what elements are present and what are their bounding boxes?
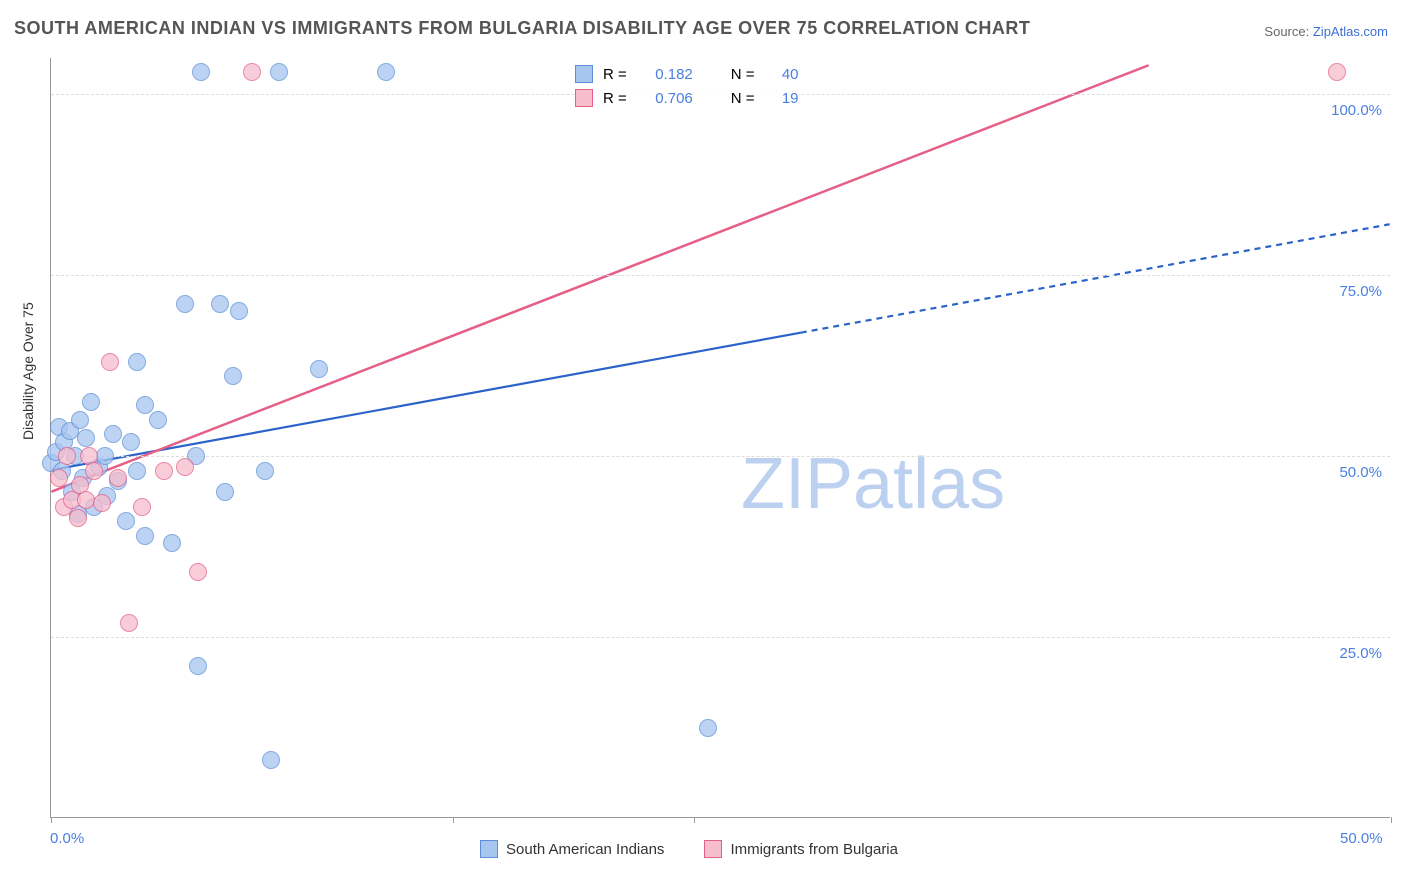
x-tick [1391, 817, 1392, 823]
data-point [117, 512, 135, 530]
data-point [192, 63, 210, 81]
data-point [176, 458, 194, 476]
x-tick [453, 817, 454, 823]
series-name: South American Indians [506, 841, 664, 858]
data-point [71, 411, 89, 429]
regression-lines-svg [51, 58, 1390, 817]
y-tick-label: 25.0% [1339, 645, 1382, 662]
y-axis-label: Disability Age Over 75 [20, 302, 36, 440]
n-value: 40 [765, 66, 799, 83]
legend-row: R = 0.706 N = 19 [575, 86, 799, 110]
gridline [51, 456, 1390, 457]
legend-swatch [704, 840, 722, 858]
r-value: 0.182 [637, 66, 693, 83]
n-value: 19 [765, 90, 799, 107]
data-point [211, 295, 229, 313]
data-point [133, 498, 151, 516]
r-value: 0.706 [637, 90, 693, 107]
data-point [224, 367, 242, 385]
source-label: Source: [1264, 24, 1309, 39]
source-attribution: Source: ZipAtlas.com [1264, 24, 1388, 39]
series-name: Immigrants from Bulgaria [730, 841, 898, 858]
legend-swatch [480, 840, 498, 858]
gridline [51, 637, 1390, 638]
data-point [122, 433, 140, 451]
data-point [262, 751, 280, 769]
data-point [176, 295, 194, 313]
data-point [77, 429, 95, 447]
data-point [189, 657, 207, 675]
data-point [69, 509, 87, 527]
data-point [50, 469, 68, 487]
legend-swatch [575, 65, 593, 83]
source-link[interactable]: ZipAtlas.com [1313, 24, 1388, 39]
data-point [189, 563, 207, 581]
data-point [85, 462, 103, 480]
chart-title: SOUTH AMERICAN INDIAN VS IMMIGRANTS FROM… [14, 18, 1030, 39]
n-label: N = [731, 66, 755, 83]
data-point [82, 393, 100, 411]
n-label: N = [731, 90, 755, 107]
data-point [243, 63, 261, 81]
data-point [1328, 63, 1346, 81]
data-point [101, 353, 119, 371]
x-tick-label: 50.0% [1340, 830, 1383, 847]
data-point [256, 462, 274, 480]
y-tick-label: 50.0% [1339, 464, 1382, 481]
data-point [120, 614, 138, 632]
x-tick [51, 817, 52, 823]
data-point [136, 527, 154, 545]
series-legend: South American Indians Immigrants from Bu… [480, 840, 898, 858]
data-point [128, 462, 146, 480]
x-tick-label: 0.0% [50, 830, 84, 847]
r-label: R = [603, 66, 627, 83]
legend-row: R = 0.182 N = 40 [575, 62, 799, 86]
data-point [58, 447, 76, 465]
data-point [155, 462, 173, 480]
data-point [377, 63, 395, 81]
data-point [163, 534, 181, 552]
data-point [270, 63, 288, 81]
data-point [216, 483, 234, 501]
data-point [93, 494, 111, 512]
data-point [128, 353, 146, 371]
r-label: R = [603, 90, 627, 107]
data-point [77, 491, 95, 509]
x-tick [694, 817, 695, 823]
data-point [699, 719, 717, 737]
data-point [310, 360, 328, 378]
y-tick-label: 100.0% [1331, 102, 1382, 119]
data-point [230, 302, 248, 320]
data-point [104, 425, 122, 443]
data-point [149, 411, 167, 429]
data-point [136, 396, 154, 414]
plot-area: ZIPatlas 25.0%50.0%75.0%100.0% [50, 58, 1390, 818]
legend-item: South American Indians [480, 840, 664, 858]
legend-item: Immigrants from Bulgaria [704, 840, 898, 858]
legend-swatch [575, 89, 593, 107]
data-point [109, 469, 127, 487]
correlation-legend: R = 0.182 N = 40 R = 0.706 N = 19 [575, 62, 799, 110]
gridline [51, 275, 1390, 276]
y-tick-label: 75.0% [1339, 283, 1382, 300]
